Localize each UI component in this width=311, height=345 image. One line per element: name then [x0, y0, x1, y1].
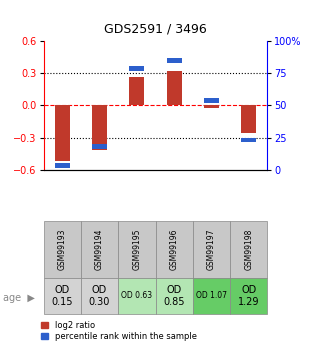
- Bar: [167, 71, 182, 106]
- Bar: [167, 58, 182, 63]
- Text: OD 0.63: OD 0.63: [121, 291, 152, 300]
- Text: OD 1.07: OD 1.07: [196, 291, 227, 300]
- Bar: [230, 278, 267, 314]
- Bar: [118, 278, 156, 314]
- Text: OD
1.29: OD 1.29: [238, 285, 260, 307]
- Text: age  ▶: age ▶: [3, 294, 35, 303]
- Bar: [241, 106, 256, 133]
- Bar: [44, 278, 81, 314]
- Bar: [204, 98, 219, 103]
- Legend: log2 ratio, percentile rank within the sample: log2 ratio, percentile rank within the s…: [41, 321, 197, 341]
- Text: GSM99198: GSM99198: [244, 229, 253, 270]
- Bar: [129, 66, 144, 71]
- Bar: [156, 278, 193, 314]
- Text: GSM99197: GSM99197: [207, 228, 216, 270]
- Text: OD
0.85: OD 0.85: [163, 285, 185, 307]
- Bar: [129, 77, 144, 106]
- Bar: [92, 144, 107, 149]
- Bar: [193, 278, 230, 314]
- Bar: [81, 278, 118, 314]
- Bar: [156, 221, 193, 278]
- Bar: [44, 221, 81, 278]
- Text: GSM99196: GSM99196: [170, 228, 179, 270]
- Text: OD
0.30: OD 0.30: [89, 285, 110, 307]
- Bar: [230, 221, 267, 278]
- Text: GSM99193: GSM99193: [58, 228, 67, 270]
- Bar: [241, 138, 256, 142]
- Bar: [55, 163, 70, 168]
- Text: OD
0.15: OD 0.15: [51, 285, 73, 307]
- Bar: [204, 106, 219, 108]
- Text: GSM99195: GSM99195: [132, 228, 141, 270]
- Bar: [118, 221, 156, 278]
- Bar: [55, 106, 70, 161]
- Bar: [92, 106, 107, 150]
- Bar: [193, 221, 230, 278]
- Text: GDS2591 / 3496: GDS2591 / 3496: [104, 22, 207, 36]
- Bar: [81, 221, 118, 278]
- Text: GSM99194: GSM99194: [95, 228, 104, 270]
